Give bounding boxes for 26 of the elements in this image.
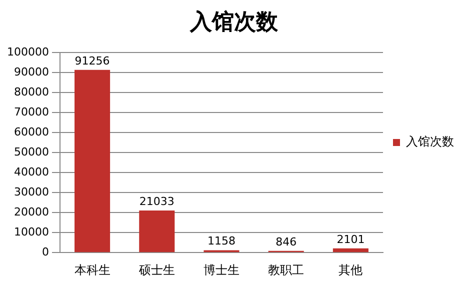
- y-tick-label: 80000: [14, 85, 49, 98]
- bar: [332, 248, 368, 252]
- x-tick-label: 其他: [338, 262, 363, 277]
- y-tick-label: 10000: [14, 225, 49, 238]
- y-tick-label: 50000: [14, 145, 49, 158]
- data-label: 846: [276, 235, 297, 248]
- data-label: 2101: [336, 232, 365, 246]
- bar: [139, 210, 175, 252]
- data-label: 21033: [139, 194, 174, 208]
- x-tick-label: 本科生: [74, 262, 110, 277]
- x-tick-label: 硕士生: [138, 262, 175, 277]
- bar: [74, 70, 110, 252]
- data-label: 1158: [207, 234, 236, 248]
- x-tick-label: 博士生: [203, 262, 240, 277]
- y-tick-label: 40000: [14, 165, 49, 178]
- y-tick-label: 60000: [14, 125, 49, 138]
- y-tick-label: 90000: [14, 65, 49, 78]
- x-tick-label: 教职工: [268, 262, 304, 277]
- y-tick-label: 20000: [14, 205, 49, 218]
- y-tick-label: 100000: [6, 45, 49, 58]
- legend-label: 入馆次数: [406, 134, 454, 149]
- y-tick-label: 30000: [14, 185, 49, 198]
- chart-title: 入馆次数: [189, 10, 279, 35]
- y-tick-label: 0: [42, 245, 49, 258]
- data-label: 91256: [74, 54, 110, 68]
- y-tick-label: 70000: [14, 105, 49, 118]
